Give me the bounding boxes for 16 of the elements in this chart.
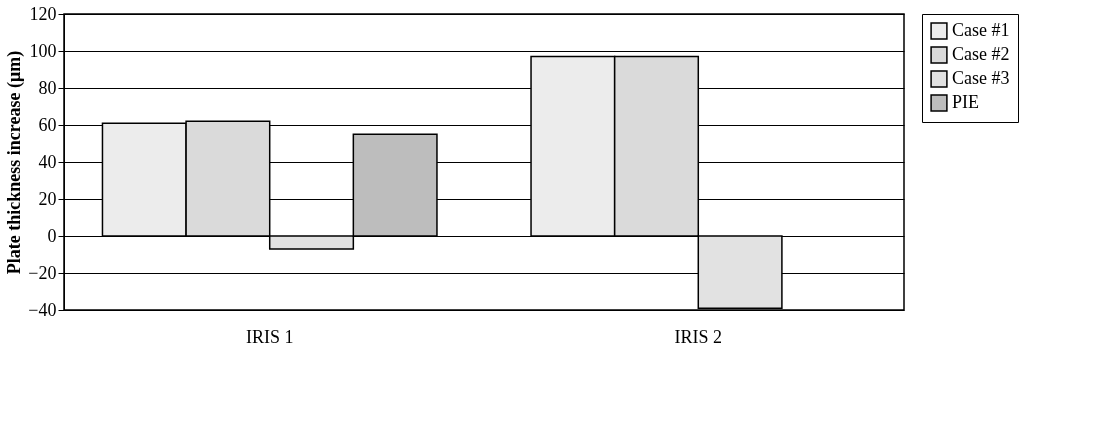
x-tick-label: IRIS 1 — [245, 326, 294, 347]
legend-label: Case #3 — [952, 68, 1010, 88]
y-tick-label: 0 — [47, 225, 57, 246]
y-axis-title: Plate thickness increase (μm) — [4, 50, 26, 275]
y-tick-label: 60 — [38, 114, 57, 135]
y-tick-label: −20 — [28, 262, 57, 283]
legend-label: Case #2 — [952, 44, 1010, 64]
y-tick-label: −40 — [28, 299, 57, 320]
x-tick-label: IRIS 2 — [674, 326, 723, 347]
y-tick-label: 80 — [38, 77, 57, 98]
legend-label: PIE — [952, 92, 979, 112]
y-tick-label: 120 — [29, 3, 57, 24]
legend-label: Case #1 — [952, 20, 1010, 40]
y-tick-label: 40 — [38, 151, 57, 172]
y-tick-label: 20 — [38, 188, 57, 209]
y-tick-label: 100 — [29, 40, 57, 61]
